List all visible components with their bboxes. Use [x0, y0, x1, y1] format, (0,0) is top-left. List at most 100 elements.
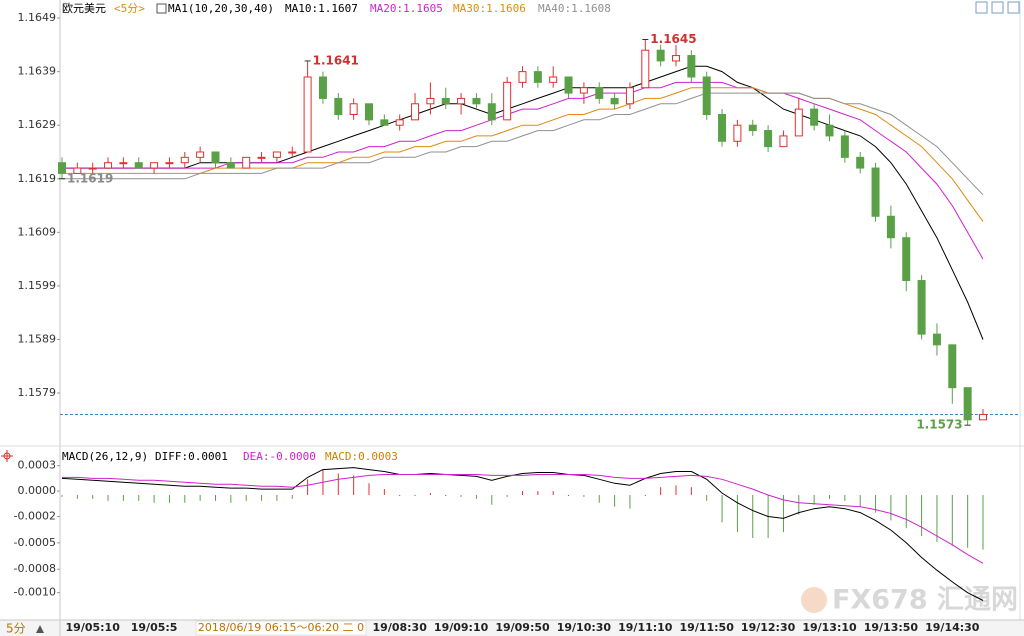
candle-body [119, 162, 128, 165]
candle-body [564, 76, 573, 94]
candle-body [871, 167, 880, 217]
x-tick-label: 19/05:10 [66, 621, 121, 634]
legend-entry: MACD:0.0003 [325, 450, 398, 463]
candle-body [533, 71, 542, 83]
watermark: FX678 汇通网 [832, 585, 1018, 616]
legend-entry: MA20:1.1605 [370, 2, 443, 15]
y-tick-label: 1.1619 [18, 172, 57, 185]
candle-body [411, 103, 420, 121]
candle-body [349, 103, 358, 115]
candle-body [948, 344, 957, 389]
cursor-box [195, 620, 367, 636]
high-label: 1.1645 [650, 32, 696, 46]
candle-body [518, 71, 527, 83]
cursor-label: 2018/06/19 06:15～06:20 二 0 [198, 621, 364, 634]
candle-body [380, 119, 389, 126]
icon-button[interactable] [991, 1, 1004, 14]
candle-body [856, 156, 865, 169]
candle-body [211, 151, 220, 164]
candle-body [595, 87, 604, 99]
toolbar-icons[interactable] [975, 1, 1020, 14]
indicator-label: MA1(10,20,30,40) [168, 2, 274, 15]
candle-body [365, 103, 373, 121]
x-tick-label: 19/09:10 [434, 621, 489, 634]
low-label: 1.1573 [916, 418, 962, 432]
low-label: 1.1619 [67, 171, 113, 185]
x-tick-label: 19/11:50 [680, 621, 735, 634]
legend-entry: DEA:-0.0000 [243, 450, 316, 463]
candle-body [641, 49, 650, 89]
candle-body [932, 333, 941, 346]
candle-body [257, 156, 266, 159]
candle-body [242, 156, 251, 169]
period-footer[interactable]: 5分 [6, 622, 26, 636]
candle-body [457, 97, 466, 105]
candle-body [196, 151, 205, 158]
candle-body [104, 162, 113, 169]
candle-body [334, 97, 343, 115]
candle-body [579, 87, 588, 94]
x-tick-label: 19/11:10 [618, 621, 673, 634]
candle-body [441, 97, 450, 105]
period-label: <5分> [114, 2, 145, 15]
x-tick-label: 19/05:5 [131, 621, 178, 634]
high-label: 1.1641 [313, 53, 359, 67]
candle-body [656, 49, 665, 62]
y-tick-label: 1.1649 [18, 11, 57, 24]
x-tick-label: 19/08:30 [373, 621, 428, 634]
macd-line [62, 474, 984, 564]
candle-body [733, 124, 742, 142]
candle-body [272, 151, 281, 158]
macd-icon [1, 450, 13, 462]
macd-title: MACD(26,12,9) [62, 450, 148, 463]
macd-line [61, 467, 984, 601]
candle-body [226, 162, 235, 169]
candle-body [748, 124, 757, 132]
candle-body [610, 97, 619, 105]
legend-entry: MA40:1.1608 [538, 2, 611, 15]
watermark-logo [801, 587, 827, 613]
candle-body [779, 135, 788, 148]
candle-body [549, 76, 558, 83]
y-tick-label: -0.0008 [14, 562, 56, 575]
icon-button[interactable] [975, 1, 988, 14]
y-tick-label: 1.1639 [18, 65, 57, 78]
candle-body [288, 151, 297, 154]
legend-entry: MA30:1.1606 [453, 2, 526, 15]
x-tick-label: 19/13:10 [802, 621, 857, 634]
indicator-icon [156, 3, 167, 14]
ma-line [62, 92, 984, 196]
y-tick-label: -0.0002 [14, 509, 56, 522]
x-tick-label: 19/13:50 [864, 621, 919, 634]
y-tick-label: 0.0000 [18, 484, 57, 497]
period-toggle-icon[interactable] [36, 625, 44, 633]
y-tick-label: 1.1629 [18, 118, 57, 131]
y-tick-label: -0.0010 [14, 586, 56, 599]
icon-button[interactable] [1007, 1, 1020, 14]
candle-body [150, 162, 159, 169]
candle-body [917, 280, 926, 335]
candle-body [979, 413, 987, 421]
candle-body [426, 97, 435, 105]
candle-body [840, 135, 849, 158]
candle-body [825, 124, 834, 137]
candle-body [810, 108, 819, 126]
candle-body [902, 237, 911, 282]
candle-body [88, 167, 97, 170]
chart-title: 欧元美元 [62, 2, 106, 15]
candle-body [764, 130, 773, 148]
candle-body [180, 156, 189, 164]
x-tick-label: 19/14:30 [925, 621, 980, 634]
legend-entry: DIFF:0.0001 [155, 450, 228, 463]
candle-body [702, 76, 711, 115]
candle-body [472, 97, 481, 105]
y-tick-label: 1.1589 [18, 332, 57, 345]
x-tick-label: 19/12:30 [741, 621, 796, 634]
candle-body [487, 103, 496, 121]
candle-body [503, 81, 512, 121]
candle-body [58, 162, 66, 174]
y-tick-label: 1.1599 [18, 279, 57, 292]
candle-body [318, 76, 327, 99]
